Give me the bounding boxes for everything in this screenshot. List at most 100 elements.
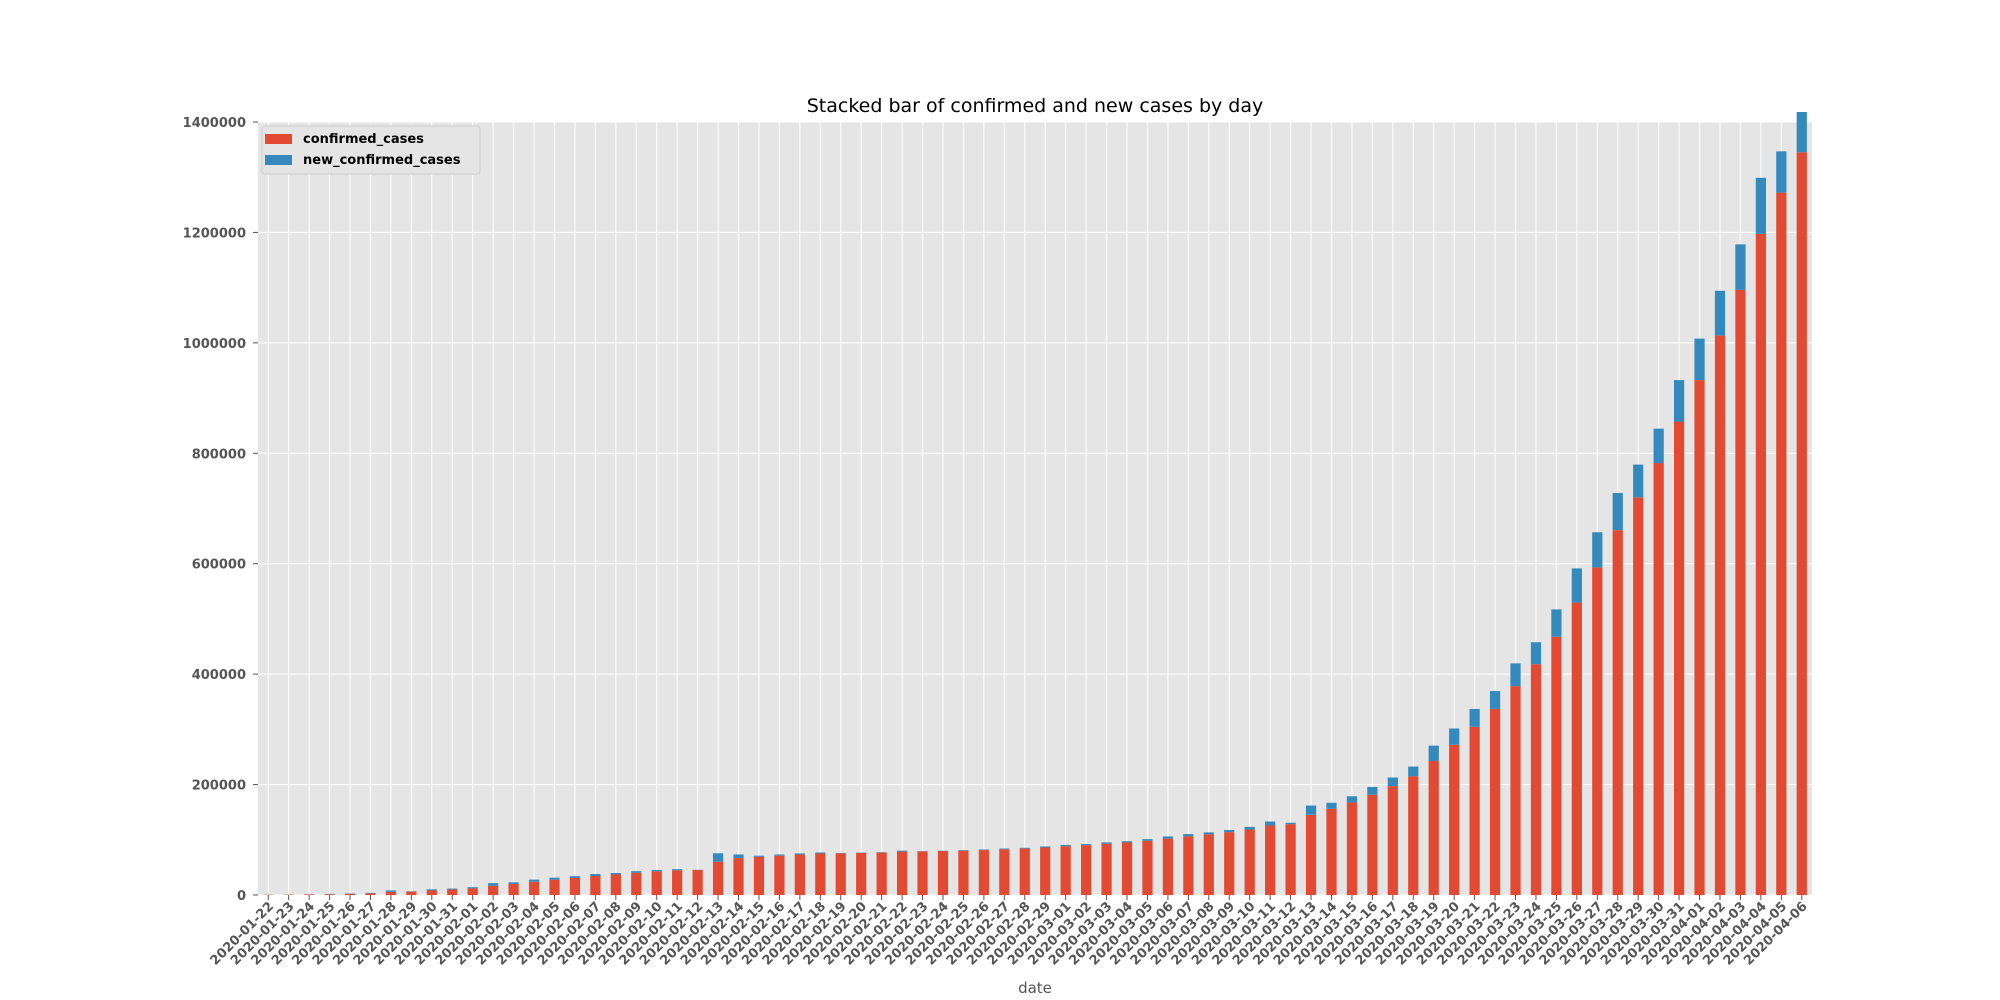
bar-confirmed-cases bbox=[344, 893, 356, 895]
bar-new-confirmed-cases bbox=[426, 889, 437, 891]
bar-new-confirmed-cases bbox=[1612, 492, 1623, 531]
bar-new-confirmed-cases bbox=[549, 877, 560, 880]
y-tick-label: 0 bbox=[237, 889, 246, 904]
bar-confirmed-cases bbox=[1633, 497, 1644, 895]
bar-new-confirmed-cases bbox=[1571, 568, 1582, 603]
legend-box bbox=[261, 125, 481, 175]
bar-new-confirmed-cases bbox=[978, 849, 989, 851]
bar-confirmed-cases bbox=[937, 851, 949, 895]
bar-new-confirmed-cases bbox=[1183, 834, 1194, 837]
bar-confirmed-cases bbox=[365, 893, 376, 895]
y-tick-label: 400000 bbox=[192, 668, 246, 683]
bar-confirmed-cases bbox=[426, 890, 437, 895]
bar-confirmed-cases bbox=[1735, 289, 1746, 896]
bar-new-confirmed-cases bbox=[447, 888, 458, 890]
bar-confirmed-cases bbox=[1714, 335, 1726, 895]
x-axis: 2020-01-222020-01-232020-01-242020-01-25… bbox=[208, 895, 1811, 969]
bar-confirmed-cases bbox=[385, 891, 397, 895]
bar-confirmed-cases bbox=[1121, 842, 1133, 895]
bar-confirmed-cases bbox=[815, 853, 826, 895]
bar-confirmed-cases bbox=[978, 850, 989, 895]
bar-new-confirmed-cases bbox=[1428, 745, 1439, 761]
bar-new-confirmed-cases bbox=[999, 848, 1010, 850]
bar-confirmed-cases bbox=[304, 894, 315, 895]
bar-confirmed-cases bbox=[528, 881, 540, 895]
legend-swatch-confirmed-cases bbox=[265, 134, 292, 144]
bar-confirmed-cases bbox=[1592, 567, 1603, 895]
bar-confirmed-cases bbox=[712, 861, 724, 895]
bar-confirmed-cases bbox=[1244, 829, 1255, 895]
bar-confirmed-cases bbox=[856, 852, 867, 895]
bar-new-confirmed-cases bbox=[1142, 839, 1153, 841]
bar-confirmed-cases bbox=[1653, 463, 1664, 895]
bar-confirmed-cases bbox=[488, 885, 499, 895]
bar-confirmed-cases bbox=[1408, 776, 1419, 895]
bar-new-confirmed-cases bbox=[1633, 464, 1644, 498]
bar-confirmed-cases bbox=[1081, 845, 1092, 895]
bar-confirmed-cases bbox=[467, 888, 478, 895]
bar-confirmed-cases bbox=[1612, 530, 1623, 895]
bar-confirmed-cases bbox=[753, 856, 765, 895]
bar-confirmed-cases bbox=[835, 853, 846, 895]
chart-title: Stacked bar of confirmed and new cases b… bbox=[807, 95, 1263, 117]
bar-confirmed-cases bbox=[1551, 636, 1562, 895]
bar-confirmed-cases bbox=[324, 894, 335, 895]
bar-new-confirmed-cases bbox=[1060, 844, 1071, 847]
y-tick-label: 600000 bbox=[192, 558, 246, 573]
bar-confirmed-cases bbox=[1776, 192, 1787, 896]
bar-new-confirmed-cases bbox=[1489, 691, 1501, 709]
bar-new-confirmed-cases bbox=[815, 852, 826, 854]
bar-confirmed-cases bbox=[1367, 794, 1378, 895]
bar-new-confirmed-cases bbox=[1326, 802, 1337, 809]
bar-confirmed-cases bbox=[1755, 233, 1766, 895]
bar-new-confirmed-cases bbox=[488, 883, 499, 886]
legend-label-new-confirmed-cases: new_confirmed_cases bbox=[303, 153, 461, 168]
bar-confirmed-cases bbox=[1346, 802, 1358, 895]
bar-confirmed-cases bbox=[549, 879, 560, 895]
bar-confirmed-cases bbox=[1428, 760, 1439, 895]
bar-confirmed-cases bbox=[896, 851, 908, 895]
bar-new-confirmed-cases bbox=[528, 879, 540, 882]
bar-confirmed-cases bbox=[631, 872, 642, 895]
bar-new-confirmed-cases bbox=[631, 871, 642, 873]
bar-confirmed-cases bbox=[1469, 726, 1480, 895]
y-tick-label: 1200000 bbox=[183, 226, 246, 241]
bar-confirmed-cases bbox=[1326, 808, 1337, 895]
bar-confirmed-cases bbox=[1265, 825, 1276, 895]
bar-confirmed-cases bbox=[733, 858, 744, 895]
bar-new-confirmed-cases bbox=[1040, 846, 1051, 848]
bar-confirmed-cases bbox=[1101, 843, 1112, 895]
bars-group bbox=[263, 112, 1807, 896]
bar-new-confirmed-cases bbox=[1162, 836, 1174, 839]
bar-confirmed-cases bbox=[610, 874, 621, 895]
bar-confirmed-cases bbox=[1796, 152, 1807, 896]
bar-new-confirmed-cases bbox=[508, 882, 519, 885]
bar-confirmed-cases bbox=[569, 877, 581, 895]
bar-confirmed-cases bbox=[917, 851, 928, 895]
bar-confirmed-cases bbox=[1060, 846, 1071, 895]
bar-confirmed-cases bbox=[1489, 708, 1501, 895]
bar-confirmed-cases bbox=[1673, 421, 1685, 895]
bar-new-confirmed-cases bbox=[1081, 844, 1092, 846]
bar-new-confirmed-cases bbox=[1121, 841, 1133, 843]
bar-new-confirmed-cases bbox=[1735, 244, 1746, 290]
bar-new-confirmed-cases bbox=[651, 869, 662, 872]
bar-confirmed-cases bbox=[447, 889, 458, 895]
bar-confirmed-cases bbox=[1224, 832, 1235, 895]
bar-new-confirmed-cases bbox=[1305, 805, 1317, 815]
bar-new-confirmed-cases bbox=[672, 869, 683, 871]
bar-confirmed-cases bbox=[1694, 380, 1705, 895]
bar-confirmed-cases bbox=[590, 876, 601, 895]
bar-new-confirmed-cases bbox=[610, 872, 621, 875]
bar-new-confirmed-cases bbox=[1694, 338, 1705, 381]
bar-confirmed-cases bbox=[774, 855, 785, 895]
bar-confirmed-cases bbox=[692, 870, 703, 895]
bar-new-confirmed-cases bbox=[1408, 766, 1419, 777]
bar-confirmed-cases bbox=[1510, 686, 1521, 895]
bar-new-confirmed-cases bbox=[1796, 112, 1807, 153]
bar-new-confirmed-cases bbox=[733, 854, 744, 859]
y-tick-label: 1000000 bbox=[183, 337, 246, 352]
legend: confirmed_cases new_confirmed_cases bbox=[261, 125, 481, 175]
bar-new-confirmed-cases bbox=[712, 853, 724, 862]
